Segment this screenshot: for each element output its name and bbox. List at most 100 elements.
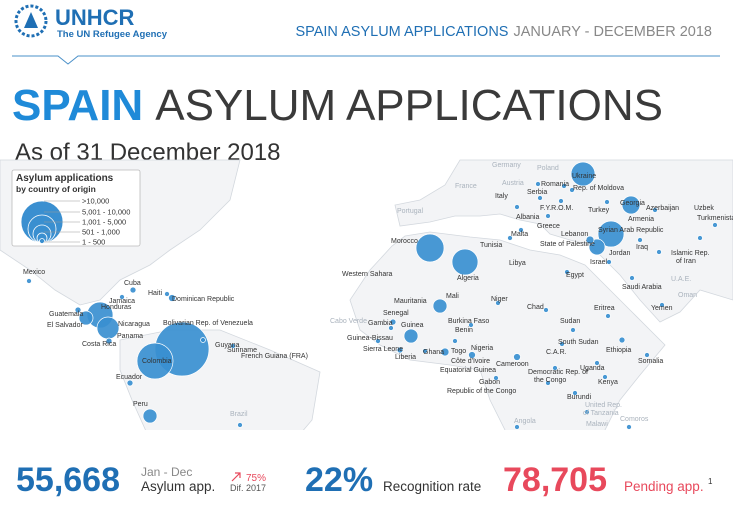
country-bubble (584, 409, 590, 415)
country-label: Cabo Verde (330, 318, 367, 325)
country-label: Poland (537, 165, 559, 172)
country-label: Benin (455, 327, 473, 334)
country-label: Azerbaijan (646, 205, 679, 212)
country-label: of Tanzania (583, 410, 619, 417)
legend-class: 1,001 - 5,000 (82, 218, 126, 227)
country-bubble (652, 207, 658, 213)
country-label: Comoros (620, 416, 649, 423)
country-label: South Sudan (558, 339, 599, 346)
country-label: Ecuador (116, 374, 143, 381)
country-bubble (96, 316, 120, 340)
legend-subtitle: by country of origin (16, 184, 96, 194)
country-bubble (432, 298, 448, 314)
country-label: Uzbek (694, 205, 714, 212)
pending-value: 78,705 (503, 461, 607, 499)
country-label: United Rep. (585, 402, 622, 409)
country-label: Costa Rica (82, 341, 116, 348)
country-bubble (561, 183, 567, 189)
country-label: Tunisia (480, 242, 502, 249)
country-label: Egypt (566, 272, 584, 279)
country-label: the Congo (534, 377, 566, 384)
legend-title: Asylum applications (16, 173, 114, 184)
logo-name: UNHCR (55, 5, 135, 30)
country-label: Suriname (227, 347, 257, 354)
country-bubble (403, 328, 419, 344)
header-rule (12, 55, 720, 65)
country-label: Romania (541, 181, 569, 188)
country-bubble (388, 325, 394, 331)
country-label: Georgia (620, 200, 645, 207)
country-label: Gambia (368, 320, 393, 327)
country-label: Albania (516, 214, 539, 221)
country-bubble (518, 227, 524, 233)
country-label: Nigeria (471, 345, 493, 352)
country-label: Turkey (588, 207, 610, 214)
country-label: Somalia (638, 358, 663, 365)
country-label: Sierra Leone (363, 346, 403, 353)
country-bubble (602, 374, 608, 380)
country-label: Guinea (401, 322, 424, 329)
country-label: Turkmenista (697, 215, 733, 222)
country-bubble (629, 275, 635, 281)
country-bubble (543, 307, 549, 313)
country-bubble (514, 424, 520, 430)
country-bubble (468, 322, 474, 328)
country-label: Portugal (397, 208, 424, 215)
country-bubble (129, 286, 137, 294)
country-bubble (572, 390, 578, 396)
country-bubble (451, 248, 479, 276)
legend-class: 501 - 1,000 (82, 228, 120, 237)
country-label: Islamic Rep. (671, 250, 710, 257)
report-period: JANUARY - DECEMBER 2018 (513, 24, 712, 40)
country-label: Dominican Republic (172, 296, 235, 303)
country-bubble (535, 181, 541, 187)
country-label: Jamaica (109, 298, 135, 305)
country-bubble (606, 259, 612, 265)
main-title: SPAIN ASYLUM APPLICATIONS (12, 81, 663, 130)
country-label: Togo (451, 348, 466, 355)
country-label: Equatorial Guinea (440, 367, 496, 374)
country-label: Mauritania (394, 298, 427, 305)
country-label: Italy (495, 193, 508, 200)
country-bubble (712, 222, 718, 228)
logo (14, 4, 48, 38)
country-bubble (545, 380, 551, 386)
country-bubble (136, 342, 174, 380)
country-bubble (164, 291, 170, 297)
country-label: Angola (514, 418, 536, 425)
country-label: Nicaragua (118, 321, 150, 328)
country-bubble (389, 318, 397, 326)
country-bubble (626, 424, 632, 430)
country-bubble (142, 408, 158, 424)
country-bubble (637, 237, 643, 243)
country-label: Saudi Arabia (622, 284, 662, 291)
country-label: Mexico (23, 269, 45, 276)
legend-class: 5,001 - 10,000 (82, 208, 130, 217)
country-label: Gabon (479, 379, 500, 386)
country-label: Honduras (101, 304, 132, 311)
country-bubble (513, 353, 521, 361)
country-bubble (545, 213, 551, 219)
country-bubble (440, 347, 450, 357)
country-label: Republic of the Congo (447, 388, 516, 395)
country-label: Libya (509, 260, 526, 267)
legend: Asylum applications by country of origin… (11, 169, 141, 247)
country-bubble (618, 336, 626, 344)
country-label: Ghana (423, 349, 444, 356)
country-bubble (422, 348, 428, 354)
country-bubble (396, 346, 404, 354)
country-label: Democratic Rep. of (528, 369, 588, 376)
country-bubble (119, 294, 125, 300)
country-label: Greece (537, 223, 560, 230)
country-label: Colombia (142, 358, 172, 365)
country-bubble (105, 337, 113, 345)
country-label: Syrian Arab Republic (598, 227, 664, 234)
country-label: Peru (133, 401, 148, 408)
country-label: Burkina Faso (448, 318, 489, 325)
country-label: Côte d'Ivoire (451, 358, 490, 365)
country-label: Oman (678, 292, 697, 299)
country-bubble (621, 195, 641, 215)
country-bubble (26, 278, 32, 284)
country-label: Kenya (598, 379, 618, 386)
